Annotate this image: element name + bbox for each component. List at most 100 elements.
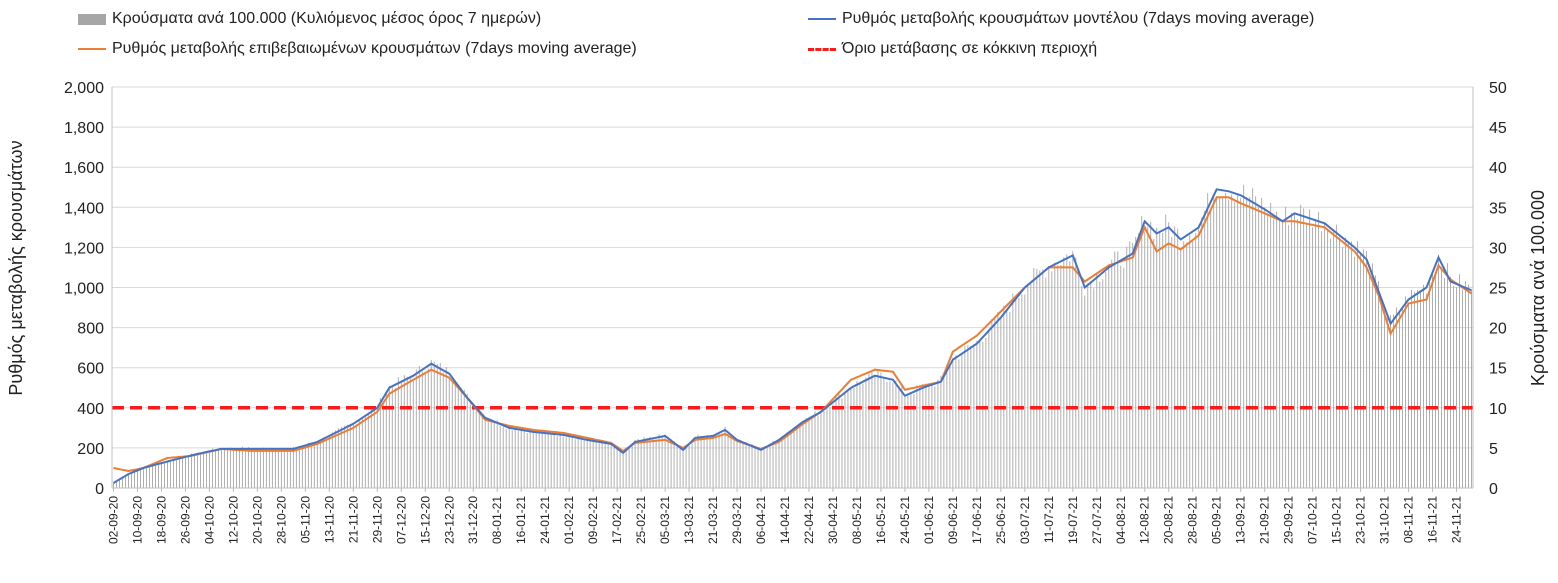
legend-item-threshold: Όριο μετάβασης σε κόκκινη περιοχή [808, 40, 1097, 58]
x-tick-label: 16-05-21 [874, 496, 888, 544]
x-tick-label: 13-11-20 [322, 496, 336, 543]
x-tick-label: 08-05-21 [850, 496, 864, 544]
x-tick-label: 21-09-21 [1258, 496, 1272, 544]
x-tick-label: 26-09-20 [178, 496, 192, 544]
x-tick-label: 20-08-21 [1162, 496, 1176, 544]
x-tick-label: 04-10-20 [202, 496, 216, 544]
x-tick-label: 25-06-21 [994, 496, 1008, 544]
left-tick-label: 200 [77, 441, 104, 458]
x-tick-label: 10-09-20 [131, 496, 145, 544]
x-tick-label: 01-06-21 [922, 496, 936, 544]
x-tick-label: 06-04-21 [754, 496, 768, 544]
right-tick-label: 15 [1489, 361, 1507, 378]
x-tick-label: 24-01-21 [538, 496, 552, 544]
gridlines [112, 86, 1473, 449]
x-tick-label: 09-02-21 [586, 496, 600, 544]
legend-item-bars: Κρούσματα ανά 100.000 (Κυλιόμενος μέσος … [78, 10, 541, 28]
x-tick-label: 30-04-21 [826, 496, 840, 544]
legend-swatch-threshold [808, 47, 836, 51]
x-tick-label: 05-09-21 [1210, 496, 1224, 544]
x-tick-label: 08-11-21 [1402, 496, 1416, 543]
x-tick-label: 29-03-21 [730, 496, 744, 544]
x-tick-label: 07-10-21 [1306, 496, 1320, 544]
left-tick-label: 1,200 [64, 240, 104, 257]
x-tick-label: 27-07-21 [1090, 496, 1104, 544]
legend-swatch-bars [78, 13, 106, 25]
x-tick-label: 16-01-21 [514, 496, 528, 544]
x-tick-label: 31-10-21 [1378, 496, 1392, 544]
right-tick-label: 0 [1489, 481, 1498, 498]
right-tick-label: 35 [1489, 200, 1507, 217]
bars-series [113, 184, 1472, 488]
x-tick-label: 05-11-20 [298, 496, 312, 543]
legend-label-model: Ρυθμός μεταβολής κρουσμάτων μοντέλου (7d… [842, 10, 1315, 27]
x-tick-label: 31-12-20 [466, 496, 480, 544]
x-tick-label: 05-03-21 [658, 496, 672, 544]
model-rate-line [112, 188, 1472, 484]
confirmed-rate-line [113, 196, 1473, 473]
x-tick-label: 22-04-21 [802, 496, 816, 544]
x-tick-label: 29-09-21 [1282, 496, 1296, 544]
left-tick-label: 400 [77, 401, 104, 418]
x-axis-ticks: 02-09-20 10-09-20 18-09-20 26-09-20 04-10-20… [107, 488, 1464, 544]
x-tick-label: 24-11-21 [1450, 496, 1464, 543]
x-tick-label: 21-03-21 [706, 496, 720, 544]
right-tick-label: 20 [1489, 321, 1507, 338]
left-tick-label: 1,600 [64, 160, 104, 177]
x-tick-label: 12-08-21 [1138, 496, 1152, 544]
left-axis-ticks: 0 200 400 600 800 1,000 1,200 1,400 1,600 1,800 2,… [64, 80, 104, 498]
x-tick-label: 13-03-21 [682, 496, 696, 544]
x-tick-label: 17-06-21 [970, 496, 984, 544]
right-tick-label: 30 [1489, 240, 1507, 257]
x-tick-label: 20-10-20 [250, 496, 264, 544]
x-tick-label: 23-12-20 [442, 496, 456, 544]
right-tick-label: 10 [1489, 401, 1507, 418]
legend-item-model: Ρυθμός μεταβολής κρουσμάτων μοντέλου (7d… [808, 10, 1314, 28]
x-tick-label: 12-10-20 [226, 496, 240, 544]
x-tick-label: 15-10-21 [1330, 496, 1344, 544]
x-tick-label: 04-08-21 [1114, 496, 1128, 544]
right-tick-label: 40 [1489, 160, 1507, 177]
x-tick-label: 02-09-20 [107, 496, 121, 544]
x-tick-label: 19-07-21 [1066, 496, 1080, 544]
legend-label-confirmed: Ρυθμός μεταβολής επιβεβαιωμένων κρουσμάτ… [112, 40, 637, 57]
x-tick-label: 07-12-20 [394, 496, 408, 544]
left-tick-label: 800 [77, 321, 104, 338]
x-tick-label: 08-01-21 [490, 496, 504, 544]
x-tick-label: 17-02-21 [610, 496, 624, 544]
x-tick-label: 18-09-20 [155, 496, 169, 544]
axes [111, 87, 1474, 489]
x-tick-label: 13-09-21 [1234, 496, 1248, 544]
right-tick-label: 50 [1489, 80, 1507, 97]
legend-item-confirmed: Ρυθμός μεταβολής επιβεβαιωμένων κρουσμάτ… [78, 40, 637, 58]
legend-swatch-confirmed [78, 48, 106, 50]
right-tick-label: 25 [1489, 281, 1507, 298]
x-tick-label: 09-06-21 [946, 496, 960, 544]
x-tick-label: 21-11-20 [346, 496, 360, 543]
left-tick-label: 1,400 [64, 200, 104, 217]
right-axis-title: Κρούσματα ανά 100.000 [1528, 190, 1548, 386]
x-tick-label: 28-08-21 [1186, 496, 1200, 544]
x-tick-label: 14-04-21 [778, 496, 792, 544]
x-tick-label: 28-10-20 [274, 496, 288, 544]
left-axis-title: Ρυθμός μεταβολής κρουσμάτων [6, 140, 26, 395]
left-tick-label: 2,000 [64, 80, 104, 97]
left-tick-label: 1,000 [64, 281, 104, 298]
x-tick-label: 03-07-21 [1018, 496, 1032, 544]
right-tick-label: 5 [1489, 441, 1498, 458]
x-tick-label: 16-11-21 [1426, 496, 1440, 543]
x-tick-label: 23-10-21 [1354, 496, 1368, 544]
legend-label-threshold: Όριο μετάβασης σε κόκκινη περιοχή [842, 40, 1098, 57]
right-axis-ticks: 0 5 10 15 20 25 30 35 40 45 50 [1489, 80, 1507, 498]
x-tick-label: 25-02-21 [634, 496, 648, 544]
x-tick-label: 29-11-20 [370, 496, 384, 543]
x-tick-label: 01-02-21 [562, 496, 576, 544]
legend-swatch-model [808, 18, 836, 20]
x-tick-label: 11-07-21 [1042, 496, 1056, 543]
legend-label-bars: Κρούσματα ανά 100.000 (Κυλιόμενος μέσος … [112, 10, 542, 27]
x-tick-label: 15-12-20 [418, 496, 432, 544]
left-tick-label: 600 [77, 361, 104, 378]
left-tick-label: 1,800 [64, 120, 104, 137]
left-tick-label: 0 [95, 481, 104, 498]
